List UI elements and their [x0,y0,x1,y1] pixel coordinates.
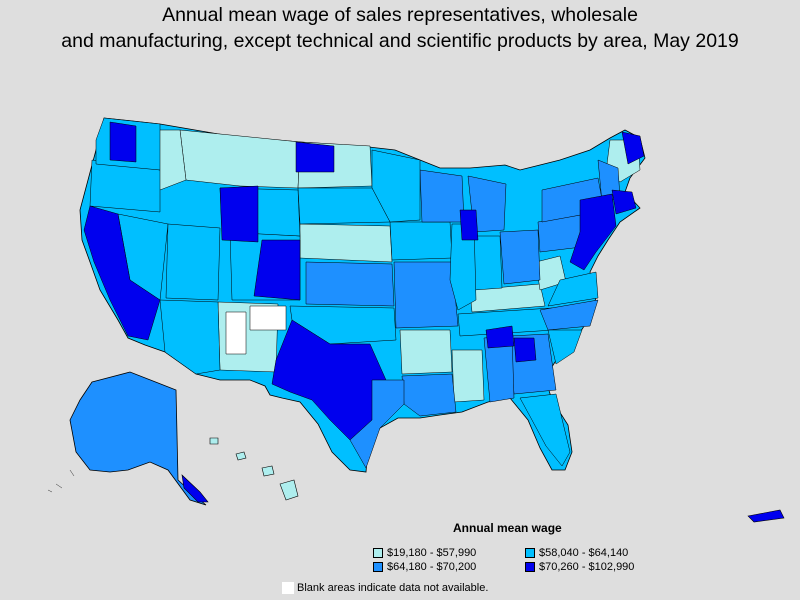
region-utah [165,223,221,301]
region-nashville [485,325,515,349]
region-virginia [547,271,599,307]
puerto-rico-shape [747,509,785,523]
region-denver [253,239,301,301]
legend-item-4: $70,260 - $102,990 [525,560,634,574]
legend-title: Annual mean wage [453,521,562,535]
hawaii-maui [261,465,275,477]
region-wisconsin [419,169,465,223]
hawaii-oahu [235,451,247,461]
aleutian-islands [47,469,75,493]
legend-swatch-4 [525,562,535,572]
legend-swatch-3 [373,562,383,572]
legend-item-3: $64,180 - $70,200 [373,560,476,574]
region-indiana [471,235,503,291]
region-kentucky [469,283,546,313]
region-arkansas-south [399,329,453,375]
region-texas-gulf [349,379,405,469]
blank-swatch [282,582,294,594]
alaska-shape [69,371,207,506]
legend-label-1: $19,180 - $57,990 [387,547,477,559]
region-northern-maine [621,131,645,165]
region-chicago [459,209,479,241]
region-northeast-corridor [569,193,617,271]
region-montana [179,129,301,189]
region-ohio [499,229,541,285]
legend-label-4: $70,260 - $102,990 [539,561,635,573]
region-south-carolina [547,329,583,365]
region-south-dakota [297,187,391,225]
region-north-carolina [539,299,599,331]
title-line-2: and manufacturing, except technical and … [61,30,739,52]
region-mississippi [451,349,485,403]
wage-regions [83,117,645,469]
map-title: Annual mean wage of sales representative… [0,2,800,54]
region-idaho-wyoming [219,185,259,243]
legend-swatch-2 [525,548,535,558]
region-missouri [393,261,459,329]
region-oklahoma [289,305,397,345]
region-new-mexico-blank [225,311,247,355]
region-atlanta [513,337,537,363]
hawaii-kauai [209,437,219,445]
region-iowa [389,221,453,261]
region-nebraska [299,223,393,263]
legend-label-2: $58,040 - $64,140 [539,547,629,559]
region-minnesota [371,149,421,223]
region-boston [611,189,637,215]
region-minneapolis [295,141,335,173]
legend-swatch-1 [373,548,383,558]
title-line-1: Annual mean wage of sales representative… [162,4,638,26]
legend-item-1: $19,180 - $57,990 [373,546,476,560]
region-new-mexico-blank-2 [249,305,287,331]
region-florida [519,393,571,467]
region-arizona [159,299,221,375]
region-texas-core [271,319,387,441]
hawaii-big-island [279,479,299,501]
region-kansas [305,261,395,307]
region-seattle [109,121,137,163]
legend-item-2: $58,040 - $64,140 [525,546,628,560]
hawaii-islands [209,437,299,501]
region-california-coast [83,205,161,341]
alaska-panhandle [181,474,209,503]
legend-label-3: $64,180 - $70,200 [387,561,477,573]
blank-areas-note: Blank areas indicate data not available. [282,582,488,594]
blank-note-text: Blank areas indicate data not available. [297,582,489,594]
